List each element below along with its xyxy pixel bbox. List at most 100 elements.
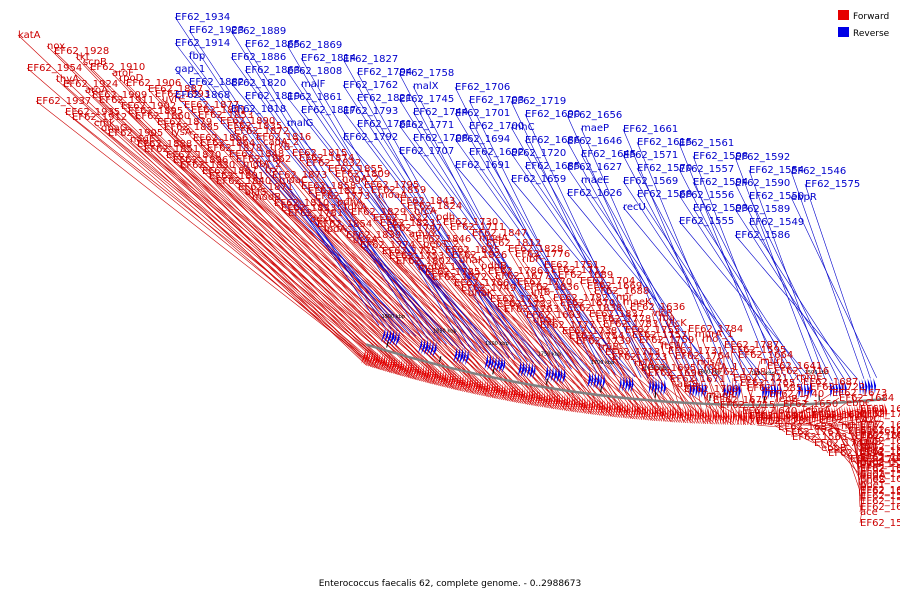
reverse-gene-label: EF62_1889	[231, 26, 286, 37]
forward-gene-label: EF62_1853	[198, 110, 253, 121]
reverse-gene-label: EF62_1686	[525, 135, 580, 146]
forward-leader-line	[273, 202, 481, 396]
reverse-feature-arrow	[698, 381, 701, 398]
reverse-feature-arrow	[501, 357, 506, 374]
forward-gene-label: EF62_1767	[785, 427, 840, 438]
reverse-gene-label: EF62_1586	[735, 230, 790, 241]
forward-feature-arrow	[861, 405, 864, 421]
forward-feature-arrow	[499, 383, 503, 400]
forward-leader-line	[208, 175, 459, 391]
reverse-feature-arrow	[562, 368, 566, 384]
forward-leader-line	[93, 122, 384, 371]
forward-leader-line	[658, 317, 702, 424]
forward-leader-line	[172, 159, 440, 386]
reverse-feature-arrow	[389, 329, 395, 346]
reverse-feature-arrow	[689, 381, 692, 398]
forward-feature-arrow	[793, 408, 796, 425]
reverse-gene-label: EF62_1882	[189, 77, 244, 88]
forward-leader-line	[143, 148, 438, 386]
reverse-feature-arrow	[593, 372, 597, 389]
forward-gene-label: EF62_1764	[675, 351, 730, 362]
forward-leader-line	[271, 174, 492, 398]
forward-feature-arrow	[874, 404, 877, 420]
forward-gene-label: npr	[616, 292, 634, 303]
reverse-gene-label: EF62_1661	[623, 124, 678, 135]
forward-gene-label: rodA_1	[704, 362, 739, 373]
forward-feature-arrow	[497, 383, 501, 399]
forward-feature-arrow	[562, 394, 566, 411]
reverse-feature-arrow	[867, 378, 871, 395]
forward-leader-line	[89, 66, 406, 377]
forward-leader-line	[856, 421, 861, 508]
reverse-gene-label: EF62_1570	[637, 163, 692, 174]
forward-leader-line	[776, 424, 815, 444]
forward-feature-arrow	[570, 395, 573, 412]
forward-feature-arrow	[595, 398, 598, 415]
forward-gene-label: amyY	[409, 229, 438, 240]
reverse-feature-arrow	[771, 383, 774, 399]
forward-gene-label: EF62_1775	[382, 246, 437, 257]
reverse-feature-arrow	[864, 378, 868, 395]
forward-leader-line	[156, 121, 416, 380]
forward-feature-arrow	[876, 403, 879, 420]
reverse-gene-label: EF62_1592	[735, 152, 790, 163]
forward-gene-label: EF62_1641	[767, 361, 822, 372]
forward-feature-arrow	[610, 400, 613, 417]
reverse-gene-label: EF62_1914	[175, 38, 230, 49]
forward-feature-arrow	[638, 403, 641, 420]
forward-leader-line	[75, 56, 372, 368]
reverse-leader-line	[174, 68, 404, 333]
forward-feature-arrow	[474, 378, 479, 394]
forward-leader-line	[774, 424, 786, 433]
reverse-feature-arrow	[395, 331, 400, 347]
forward-feature-arrow	[653, 404, 657, 421]
reverse-feature-arrow	[735, 382, 738, 399]
forward-feature-arrow	[547, 392, 551, 408]
reverse-feature-arrow	[386, 329, 392, 345]
forward-gene-label: EF62_1866	[193, 133, 248, 144]
reverse-feature-arrow	[392, 330, 397, 347]
reverse-feature-arrow	[807, 382, 810, 399]
forward-feature-arrow	[709, 408, 712, 425]
forward-gene-label: EF62_1643	[860, 442, 900, 453]
forward-gene-label: EF62_1905	[108, 128, 163, 139]
feature-labels: katAnoxtktEF62_1954thyAaroAEF62_1937EF62…	[18, 12, 900, 529]
forward-leader-line	[55, 78, 376, 369]
reverse-leader-line	[734, 208, 846, 381]
forward-feature-arrow	[554, 393, 559, 410]
forward-feature-arrow	[587, 397, 591, 414]
forward-feature-arrow	[383, 355, 388, 371]
forward-gene-label: EF62_1548	[860, 452, 900, 463]
reverse-feature-arrow	[738, 382, 741, 399]
forward-leader-line	[794, 424, 822, 449]
forward-gene-label: EF62_1895	[128, 106, 183, 117]
forward-feature-arrow	[694, 407, 697, 424]
forward-feature-arrow	[839, 406, 842, 423]
forward-leader-line	[823, 423, 861, 426]
reverse-feature-arrow	[619, 375, 622, 392]
reverse-gene-label: EF62_1719	[511, 96, 566, 107]
reverse-gene-label: EF62_1808	[287, 66, 342, 77]
forward-gene-label: EF62_1754	[569, 331, 624, 342]
scale-tick-label: 1700 kbp	[591, 360, 615, 366]
reverse-gene-label: EF62_1645	[581, 149, 636, 160]
forward-feature-arrow	[452, 373, 456, 389]
reverse-leader-line	[412, 85, 560, 368]
reverse-feature-arrow	[648, 378, 652, 395]
forward-feature-arrow	[487, 381, 491, 397]
forward-feature-arrow	[603, 399, 606, 416]
forward-feature-arrow	[615, 401, 619, 418]
forward-feature-arrow	[375, 353, 381, 369]
forward-gene-label: EF62_1669	[587, 281, 642, 292]
forward-feature-arrow	[671, 406, 675, 423]
forward-gene-label: EF62_1739	[576, 336, 631, 347]
reverse-leader-line	[468, 125, 617, 376]
forward-leader-line	[82, 61, 389, 373]
reverse-feature-arrow	[517, 360, 522, 377]
genome-caption: Enterococcus faecalis 62, complete genom…	[319, 579, 582, 589]
forward-feature-arrow	[630, 402, 634, 419]
forward-feature-arrow	[715, 408, 718, 425]
forward-feature-arrow	[689, 407, 692, 424]
reverse-gene-label: EF62_1761	[357, 119, 412, 130]
